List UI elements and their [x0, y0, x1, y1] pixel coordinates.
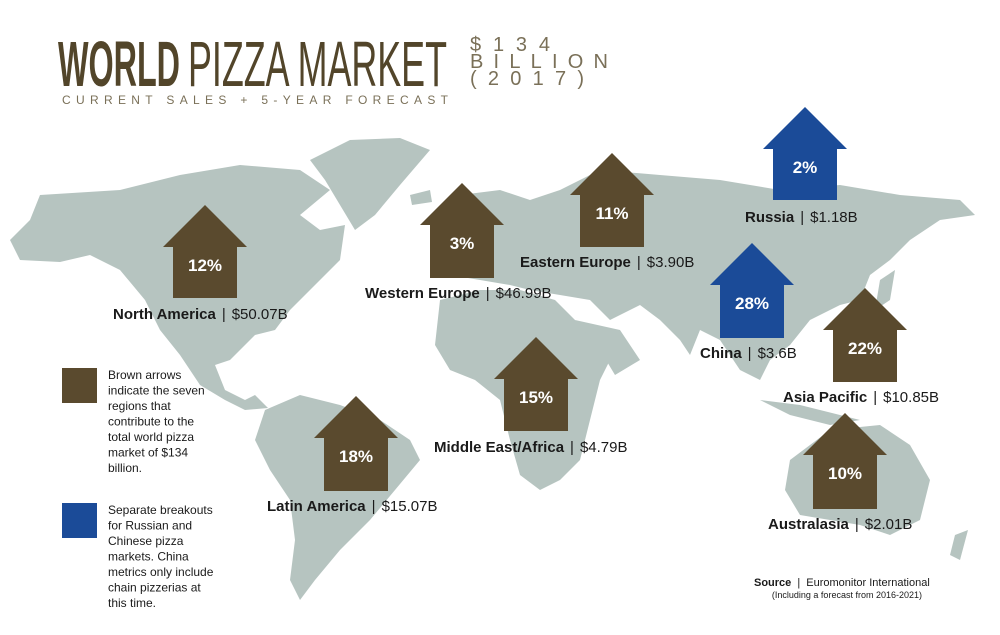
source-line: Source | Euromonitor International: [754, 577, 930, 589]
arabia: [575, 320, 640, 375]
arrow: [803, 413, 887, 509]
legend-text: market of $134: [108, 446, 188, 460]
arrow: [314, 396, 398, 491]
separator: |: [873, 389, 877, 406]
region-value: $3.6B: [758, 345, 797, 362]
legend-text: metrics only include: [108, 565, 214, 579]
separator: |: [855, 516, 859, 533]
region-label: Australasia | $2.01B: [768, 516, 912, 533]
legend-text: for Russian and: [108, 519, 192, 533]
iceland: [410, 190, 432, 205]
japan: [875, 270, 895, 310]
growth-label: 11%: [595, 204, 628, 223]
growth-label: 15%: [519, 388, 553, 407]
region-label: Middle East/Africa | $4.79B: [434, 439, 628, 456]
greenland: [310, 138, 430, 230]
region-value: $50.07B: [232, 306, 288, 323]
region-value: $46.99B: [496, 285, 552, 302]
source-name: Euromonitor International: [806, 577, 930, 589]
legend-text: markets. China: [108, 550, 189, 564]
title: PIZZA MARKET: [188, 28, 447, 100]
region-name: Australasia: [768, 516, 850, 533]
header: WORLD PIZZA MARKET CURRENT SALES + 5-YEA…: [58, 28, 608, 107]
arrow: [570, 153, 654, 247]
subtitle: CURRENT SALES + 5-YEAR FORECAST: [62, 93, 449, 107]
separator: |: [372, 498, 376, 515]
region-value: $1.18B: [810, 209, 858, 226]
source-label: Source: [754, 577, 791, 589]
region-labels: North America | $50.07B Western Europe | $46.…: [113, 209, 939, 533]
legend-text: billion.: [108, 461, 142, 475]
region-arrows: 12% 3% 11% 2% 28% 22% 15% 18% 10%: [163, 107, 907, 509]
region-name: North America: [113, 306, 216, 323]
separator: |: [486, 285, 490, 302]
region-value: $15.07B: [382, 498, 438, 515]
title: WORLD: [58, 28, 180, 100]
separator: |: [797, 577, 800, 589]
legend-swatch: [62, 503, 97, 538]
region-name: Western Europe: [365, 285, 480, 302]
region-name: Latin America: [267, 498, 366, 515]
arrow: [823, 288, 907, 382]
region-label: Asia Pacific | $10.85B: [783, 389, 939, 406]
region-name: China: [700, 345, 742, 362]
legend-text: regions that: [108, 399, 171, 413]
growth-label: 28%: [735, 294, 769, 313]
region-label: North America | $50.07B: [113, 306, 288, 323]
legend-text: Chinese pizza: [108, 534, 184, 548]
region-value: $10.85B: [883, 389, 939, 406]
growth-label: 10%: [828, 464, 862, 483]
separator: |: [637, 254, 641, 271]
region-value: $4.79B: [580, 439, 628, 456]
legend-text: total world pizza: [108, 430, 194, 444]
region-label: Latin America | $15.07B: [267, 498, 437, 515]
region-name: Eastern Europe: [520, 254, 631, 271]
growth-label: 12%: [188, 256, 222, 275]
region-label: China | $3.6B: [700, 345, 797, 362]
arrow: [420, 183, 504, 278]
legend-text: this time.: [108, 596, 156, 610]
separator: |: [222, 306, 226, 323]
separator: |: [748, 345, 752, 362]
region-label: Russia | $1.18B: [745, 209, 858, 226]
region-label: Western Europe | $46.99B: [365, 285, 552, 302]
separator: |: [570, 439, 574, 456]
new-zealand: [950, 530, 968, 560]
arrow: [163, 205, 247, 298]
arrow: [763, 107, 847, 200]
legend-text: contribute to the: [108, 415, 194, 429]
source: Source | Euromonitor International (Incl…: [754, 577, 930, 600]
region-label: Eastern Europe | $3.90B: [520, 254, 694, 271]
legend-text: chain pizzerias at: [108, 581, 201, 595]
growth-label: 3%: [450, 234, 475, 253]
region-name: Middle East/Africa: [434, 439, 565, 456]
arrow: [710, 243, 794, 338]
separator: |: [800, 209, 804, 226]
eurasia: [430, 170, 975, 380]
source-note: (Including a forecast from 2016-2021): [772, 590, 922, 600]
indonesia: [760, 400, 860, 425]
growth-label: 2%: [793, 158, 818, 177]
legend-text: indicate the seven: [108, 384, 205, 398]
region-value: $2.01B: [865, 516, 913, 533]
growth-label: 18%: [339, 447, 373, 466]
region-name: Asia Pacific: [783, 389, 867, 406]
legend-text: Brown arrows: [108, 368, 181, 382]
legend-text: Separate breakouts: [108, 503, 213, 517]
region-value: $3.90B: [647, 254, 695, 271]
growth-label: 22%: [848, 339, 882, 358]
legend-swatch: [62, 368, 97, 403]
region-name: Russia: [745, 209, 795, 226]
arrow: [494, 337, 578, 431]
